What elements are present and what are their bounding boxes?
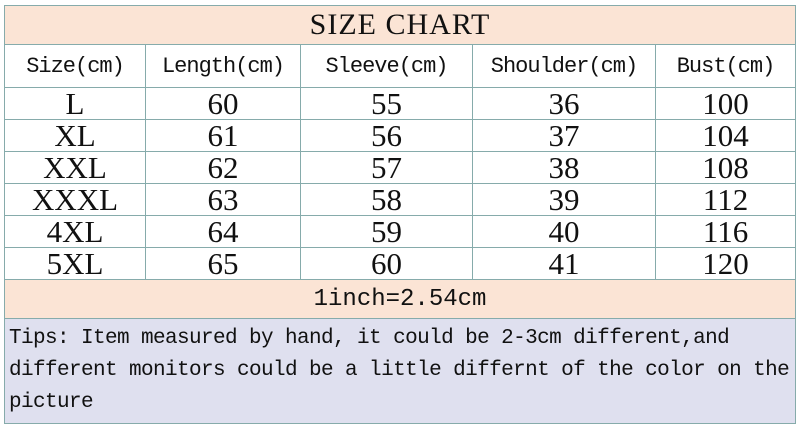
tips-note: Tips: Item measured by hand, it could be… xyxy=(3,318,797,424)
header-row: Size(cm) Length(cm) Sleeve(cm) Shoulder(… xyxy=(4,44,797,88)
cell-shoulder: 39 xyxy=(472,183,656,216)
header-sleeve: Sleeve(cm) xyxy=(300,44,473,88)
cell-size: XL xyxy=(4,119,146,152)
cell-length: 60 xyxy=(145,87,301,120)
cell-bust: 120 xyxy=(654,247,797,280)
cell-length: 65 xyxy=(145,247,301,280)
cell-sleeve: 56 xyxy=(300,119,473,152)
cell-length: 62 xyxy=(145,151,301,184)
table-row: XXL 62 57 38 108 xyxy=(4,151,797,184)
cell-size: L xyxy=(4,87,146,120)
cell-bust: 116 xyxy=(654,215,797,248)
header-shoulder: Shoulder(cm) xyxy=(472,44,656,88)
cell-bust: 100 xyxy=(654,87,797,120)
table-row: XXXL 63 58 39 112 xyxy=(4,183,797,216)
cell-sleeve: 60 xyxy=(300,247,473,280)
cell-length: 64 xyxy=(145,215,301,248)
cell-size: 4XL xyxy=(4,215,146,248)
cell-shoulder: 40 xyxy=(472,215,656,248)
size-chart-table: SIZE CHART Size(cm) Length(cm) Sleeve(cm… xyxy=(3,5,797,424)
cell-size: XXL xyxy=(4,151,146,184)
header-bust: Bust(cm) xyxy=(654,44,797,88)
cell-size: 5XL xyxy=(4,247,146,280)
cell-sleeve: 59 xyxy=(300,215,473,248)
cell-bust: 112 xyxy=(654,183,797,216)
table-row: L 60 55 36 100 xyxy=(4,87,797,120)
cell-length: 63 xyxy=(145,183,301,216)
cell-bust: 108 xyxy=(654,151,797,184)
cell-length: 61 xyxy=(145,119,301,152)
cell-sleeve: 55 xyxy=(300,87,473,120)
table-row: XL 61 56 37 104 xyxy=(4,119,797,152)
header-length: Length(cm) xyxy=(145,44,301,88)
chart-title: SIZE CHART xyxy=(3,5,797,45)
table-row: 5XL 65 60 41 120 xyxy=(4,247,797,280)
cell-bust: 104 xyxy=(654,119,797,152)
cell-shoulder: 38 xyxy=(472,151,656,184)
conversion-note: 1inch=2.54cm xyxy=(3,279,797,319)
table-row: 4XL 64 59 40 116 xyxy=(4,215,797,248)
cell-shoulder: 37 xyxy=(472,119,656,152)
cell-sleeve: 57 xyxy=(300,151,473,184)
header-size: Size(cm) xyxy=(4,44,146,88)
cell-size: XXXL xyxy=(4,183,146,216)
cell-shoulder: 36 xyxy=(472,87,656,120)
cell-shoulder: 41 xyxy=(472,247,656,280)
cell-sleeve: 58 xyxy=(300,183,473,216)
